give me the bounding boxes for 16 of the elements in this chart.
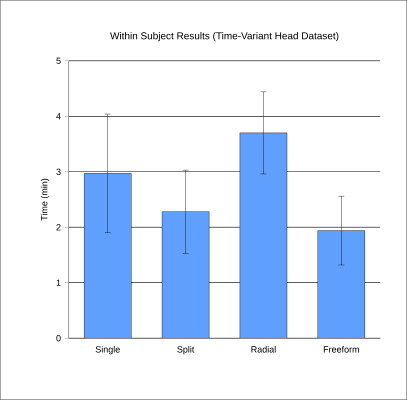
y-tick-label: 1 (56, 280, 61, 286)
x-tick-label: Split (177, 346, 194, 354)
y-tick-label: 4 (56, 113, 61, 120)
x-tick-label: Freeform (324, 346, 359, 353)
bar (162, 212, 210, 338)
y-tick-label: 0 (56, 335, 61, 342)
x-tick-label: Single (96, 346, 120, 354)
y-axis-title: Time (min) (40, 178, 50, 221)
bar (84, 173, 132, 338)
bar (318, 230, 366, 338)
x-tick-label: Radial (251, 346, 276, 353)
y-tick-label: 2 (56, 224, 61, 230)
y-tick-label: 5 (56, 58, 61, 64)
chart-title: Within Subject Results (Time-Variant Head Dataset) (110, 32, 338, 42)
bar (240, 132, 288, 338)
y-tick-label: 3 (56, 168, 61, 175)
